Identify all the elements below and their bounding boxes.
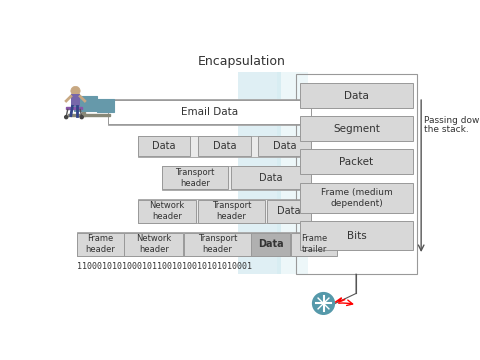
Text: Transport
header: Transport header xyxy=(175,168,215,188)
Bar xyxy=(74,95,97,111)
Circle shape xyxy=(312,292,335,315)
Text: Frame
header: Frame header xyxy=(85,234,115,254)
Bar xyxy=(238,72,281,274)
Bar xyxy=(97,99,114,112)
Bar xyxy=(300,149,413,174)
Bar xyxy=(291,233,337,256)
Ellipse shape xyxy=(355,294,369,304)
Bar xyxy=(184,233,251,256)
Bar xyxy=(300,183,413,213)
Text: Data: Data xyxy=(277,206,301,216)
Bar xyxy=(300,83,413,108)
Text: Frame
trailer: Frame trailer xyxy=(301,234,327,254)
Text: Passing down: Passing down xyxy=(424,116,480,125)
Bar xyxy=(124,233,183,256)
Text: Data: Data xyxy=(344,91,369,100)
Text: Data: Data xyxy=(258,239,284,249)
Ellipse shape xyxy=(353,299,364,306)
Bar xyxy=(162,166,311,190)
Bar xyxy=(137,199,196,222)
Bar xyxy=(267,199,311,222)
Bar xyxy=(300,116,413,141)
Text: 11000101010001011001010010101010001: 11000101010001011001010010101010001 xyxy=(77,262,252,271)
Bar xyxy=(71,94,80,106)
Bar xyxy=(68,114,110,116)
Bar xyxy=(198,199,264,222)
Bar xyxy=(108,99,311,125)
Bar xyxy=(252,233,290,256)
Text: Bits: Bits xyxy=(347,231,366,241)
Bar xyxy=(162,166,228,189)
Text: Encapsulation: Encapsulation xyxy=(198,55,286,68)
Ellipse shape xyxy=(370,293,383,303)
Bar xyxy=(277,72,308,274)
Bar xyxy=(82,112,85,116)
Bar xyxy=(258,136,311,156)
Bar xyxy=(137,199,311,223)
Bar xyxy=(77,233,123,256)
Text: the stack.: the stack. xyxy=(424,125,469,134)
Bar xyxy=(137,136,311,157)
Bar xyxy=(77,232,311,256)
Bar xyxy=(66,107,82,109)
Text: Segment: Segment xyxy=(333,124,380,134)
Text: Data: Data xyxy=(213,141,236,151)
Text: Email Data: Email Data xyxy=(181,107,238,117)
Text: Transport
header: Transport header xyxy=(212,201,251,221)
Text: Data: Data xyxy=(259,173,283,183)
Bar xyxy=(300,221,413,250)
Circle shape xyxy=(80,116,83,119)
Circle shape xyxy=(71,86,80,95)
Bar xyxy=(296,74,417,274)
Text: Network
header: Network header xyxy=(149,201,185,221)
Text: Data: Data xyxy=(152,141,176,151)
Ellipse shape xyxy=(376,299,387,306)
Text: Frame (medium
dependent): Frame (medium dependent) xyxy=(321,188,392,208)
Text: Packet: Packet xyxy=(339,157,373,167)
Ellipse shape xyxy=(357,297,383,310)
Bar xyxy=(198,136,251,156)
Text: Network
header: Network header xyxy=(136,234,171,254)
Circle shape xyxy=(65,116,68,119)
Bar xyxy=(137,136,190,156)
Text: Transport
header: Transport header xyxy=(198,234,237,254)
Bar xyxy=(108,100,311,124)
Text: Data: Data xyxy=(273,141,297,151)
Bar xyxy=(230,166,311,189)
